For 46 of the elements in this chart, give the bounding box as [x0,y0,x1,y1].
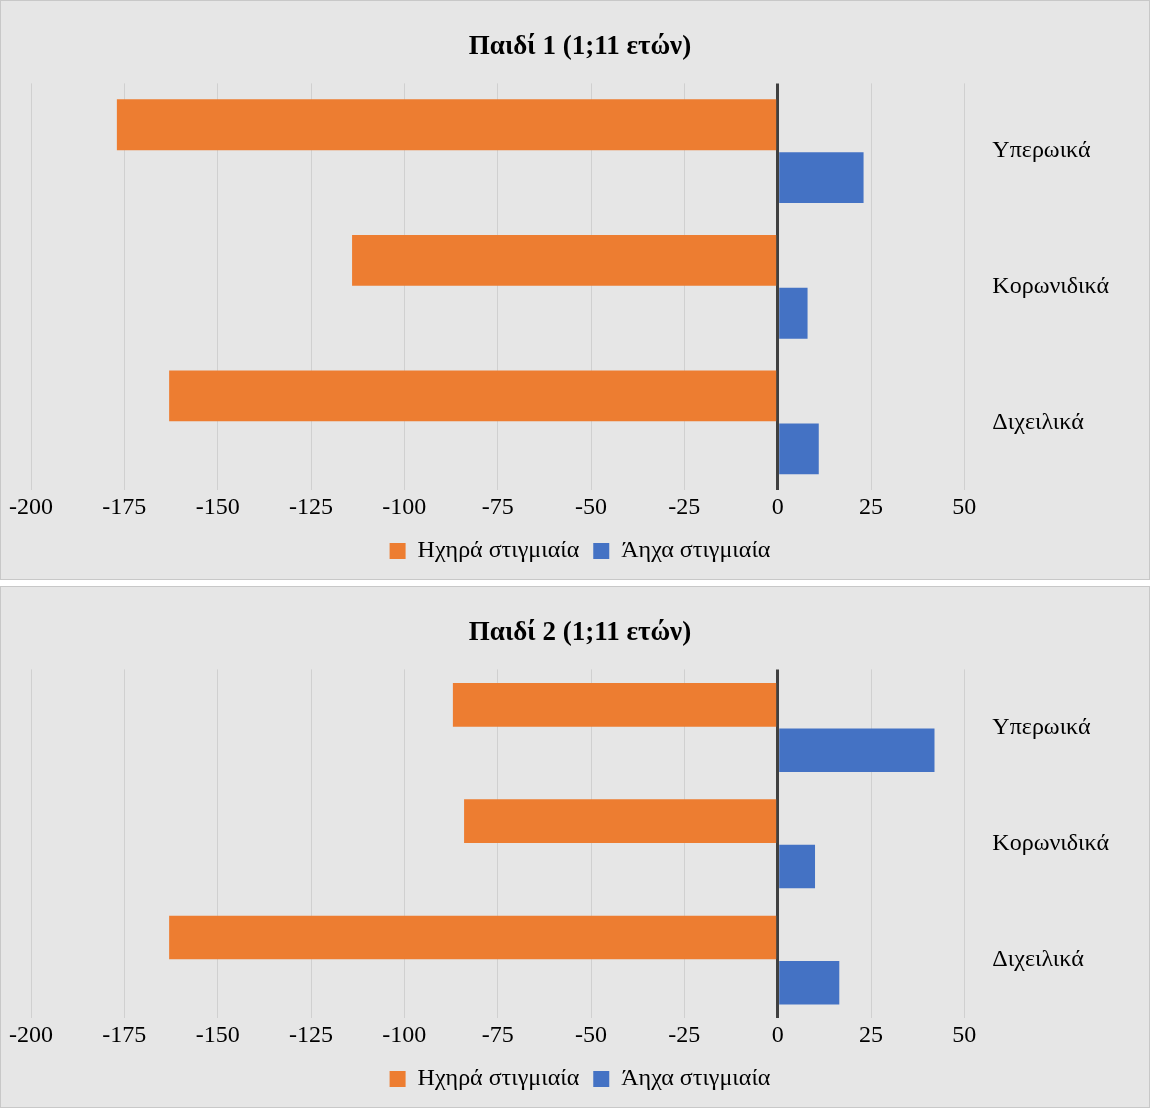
x-tick-label: 50 [952,492,977,519]
x-tick-label: -200 [9,1020,53,1047]
x-tick-label: -50 [575,1020,608,1047]
bar [779,844,816,889]
y-tick-label: Διχειλικά [992,945,1085,972]
legend-label: Ηχηρά στιγμιαία [417,536,580,563]
x-tick-label: -125 [289,1020,334,1047]
bar [779,728,935,772]
legend-label: Άηχα στιγμιαία [621,536,771,563]
x-tick-label: -175 [102,1020,147,1047]
chart-title: Παιδί 1 (1;11 ετών) [468,30,692,61]
x-tick-label: 25 [859,492,884,519]
bar [116,99,777,151]
x-tick-label: -75 [481,492,514,519]
x-tick-label: -25 [668,1020,701,1047]
y-tick-label: Διχειλικά [992,407,1085,434]
legend-label: Ηχηρά στιγμιαία [417,1064,580,1091]
y-tick-label: Κορωνιδικά [992,829,1110,856]
y-tick-label: Υπερωικά [992,136,1091,163]
x-tick-label: -50 [575,492,608,519]
bar [779,152,864,204]
bar [169,915,777,960]
x-tick-label: -75 [481,1020,514,1047]
x-tick-label: -150 [195,1020,240,1047]
bar [452,683,777,727]
bar [779,287,808,339]
bar [169,370,777,422]
chart-title: Παιδί 2 (1;11 ετών) [468,616,692,647]
x-tick-label: -100 [382,1020,427,1047]
y-tick-label: Κορωνιδικά [992,272,1110,299]
x-tick-label: -200 [9,492,53,519]
x-tick-label: -25 [668,492,701,519]
x-tick-label: 0 [771,1020,784,1047]
bar [464,799,777,843]
x-tick-label: 50 [952,1020,977,1047]
legend-label: Άηχα στιγμιαία [621,1064,771,1091]
bar [779,960,840,1005]
x-tick-label: 25 [859,1020,884,1047]
x-tick-label: -150 [195,492,240,519]
bar [779,423,819,475]
x-tick-label: -175 [102,492,147,519]
x-tick-label: -125 [289,492,334,519]
x-tick-label: -100 [382,492,427,519]
y-tick-label: Υπερωικά [992,712,1091,739]
x-tick-label: 0 [771,492,784,519]
bar [352,234,777,286]
